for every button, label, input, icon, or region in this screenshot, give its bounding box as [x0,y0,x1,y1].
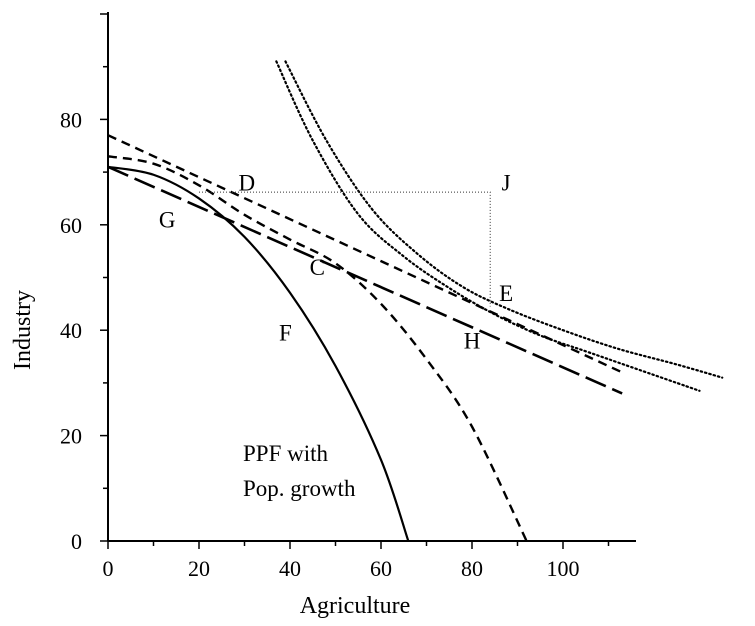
point-label-f: F [279,321,292,346]
series-solid-0 [108,165,410,542]
x-tick-label: 0 [103,556,114,581]
annotation-line-1: PPF with [243,441,329,466]
annotation-line-2: Pop. growth [243,476,356,501]
guide-line [199,191,491,307]
y-tick-label: 0 [71,529,82,554]
x-tick-label: 60 [370,556,392,581]
series-dotted-5 [284,60,724,379]
y-tick-label: 20 [60,424,82,449]
series-short-dash-1 [108,155,528,542]
x-tick-label: 20 [188,556,210,581]
x-tick-label: 100 [547,556,580,581]
x-tick-label: 40 [279,556,301,581]
axes-layer: 0 20 40 60 80 0 20 40 60 80 100 [60,12,636,581]
series-dotted-4 [275,60,701,392]
y-tick-label: 60 [60,213,82,238]
point-label-g: G [159,207,176,232]
labels-layer: D J G C E F H [159,171,513,354]
point-label-j: J [502,171,511,196]
point-label-h: H [464,329,481,354]
x-tick-label: 80 [461,556,483,581]
point-label-e: E [499,281,513,306]
point-label-d: D [238,171,255,196]
series-short-dash-2 [108,134,623,374]
series-long-dash-3 [108,165,623,395]
series-layer [108,60,724,542]
y-axis-title: Industry [10,290,36,370]
y-tick-label: 40 [60,318,82,343]
x-axis-title: Agriculture [300,593,411,619]
point-label-c: C [310,255,325,280]
y-tick-label: 80 [60,107,82,132]
